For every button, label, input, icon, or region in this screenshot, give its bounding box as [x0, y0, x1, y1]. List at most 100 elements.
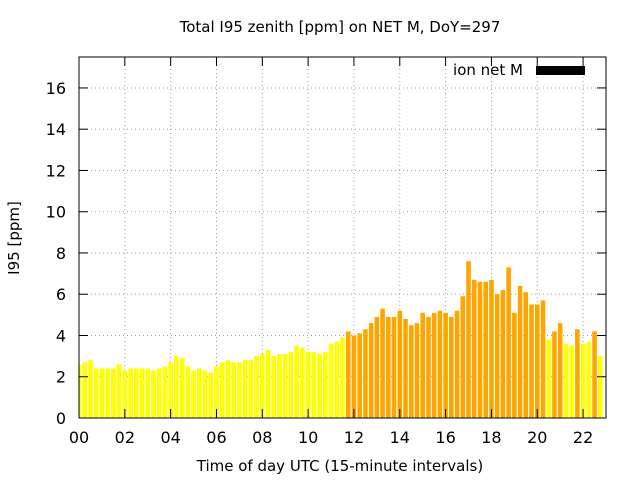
bar	[449, 316, 454, 418]
bar	[546, 339, 552, 418]
bar	[357, 333, 362, 418]
bar	[483, 281, 488, 418]
x-tick-label: 18	[481, 428, 501, 447]
bar	[122, 370, 128, 418]
bar	[191, 370, 196, 418]
bar	[477, 281, 483, 418]
bar	[391, 316, 397, 418]
x-tick-label: 00	[69, 428, 89, 447]
bar	[552, 331, 557, 418]
x-tick-label: 16	[435, 428, 455, 447]
bar	[408, 325, 414, 418]
x-tick-label: 22	[573, 428, 593, 447]
x-tick-label: 12	[344, 428, 364, 447]
bar	[529, 304, 534, 418]
bar	[500, 290, 506, 418]
bar	[282, 354, 288, 418]
bar	[288, 351, 294, 418]
bar	[116, 364, 122, 418]
plot-border	[78, 56, 607, 419]
bar	[202, 370, 208, 418]
bar	[311, 351, 317, 418]
y-tick-label: 8	[56, 244, 66, 263]
bar	[345, 331, 351, 418]
bar	[420, 312, 425, 418]
bar	[128, 368, 133, 418]
bar	[517, 285, 523, 418]
x-tick-label: 08	[252, 428, 272, 447]
bar	[506, 267, 511, 418]
y-axis-title: I95 [ppm]	[5, 201, 23, 275]
bar	[489, 279, 494, 418]
bar	[265, 349, 271, 418]
bar	[174, 356, 179, 418]
bar	[93, 368, 99, 418]
bar	[523, 292, 529, 418]
bar	[569, 345, 574, 418]
bar	[111, 368, 116, 418]
bar	[79, 364, 82, 418]
bar	[294, 345, 299, 418]
bar	[219, 362, 225, 418]
bar	[386, 316, 391, 418]
x-tick-label: 10	[298, 428, 318, 447]
bar	[494, 294, 500, 418]
bar	[105, 368, 110, 418]
bar	[380, 308, 385, 418]
y-tick-label: 2	[56, 368, 66, 387]
bar	[437, 310, 443, 418]
y-tick-label: 6	[56, 285, 66, 304]
x-tick-labels: 00 02 04 06 08 10 12 14 16 18 20 22	[69, 428, 593, 447]
bar	[323, 351, 328, 418]
bar	[426, 316, 431, 418]
x-tick-label: 20	[527, 428, 547, 447]
bar	[586, 341, 592, 418]
bars	[79, 261, 603, 418]
bar	[156, 368, 162, 418]
legend-label: ion net M	[453, 61, 523, 79]
bar	[208, 372, 214, 418]
bar	[512, 312, 517, 418]
y-tick-label: 4	[56, 326, 66, 345]
bar	[82, 362, 88, 418]
bar	[133, 368, 139, 418]
bar	[305, 351, 311, 418]
x-tick-label: 14	[390, 428, 410, 447]
bar	[197, 368, 202, 418]
bar	[225, 360, 231, 418]
bar	[185, 366, 191, 418]
bar	[397, 310, 403, 418]
bar	[300, 347, 305, 418]
bar	[575, 329, 580, 418]
x-tick-label: 02	[115, 428, 135, 447]
legend: ion net M	[453, 61, 585, 79]
bar	[563, 343, 569, 418]
bar	[597, 356, 603, 418]
x-tick-label: 04	[160, 428, 180, 447]
bar	[254, 356, 259, 418]
bar	[145, 368, 151, 418]
bar	[248, 360, 254, 418]
bar	[162, 366, 168, 418]
axis-ticks	[78, 57, 606, 419]
bar	[277, 354, 282, 418]
bar	[151, 370, 156, 418]
bar	[454, 310, 460, 418]
bar	[242, 360, 248, 418]
bar	[317, 354, 322, 418]
bar	[460, 296, 466, 418]
bar	[580, 343, 586, 418]
y-tick-label: 10	[46, 203, 66, 222]
bar	[443, 312, 448, 418]
bar	[340, 337, 345, 418]
legend-swatch	[536, 66, 585, 75]
bar	[414, 323, 420, 418]
y-tick-labels: 0 2 4 6 8 10 12 14 16	[46, 79, 66, 428]
x-tick-label: 06	[206, 428, 226, 447]
y-tick-label: 0	[56, 409, 66, 428]
bar	[592, 331, 597, 418]
y-tick-label: 12	[46, 161, 66, 180]
chart-title: Total I95 zenith [ppm] on NET M, DoY=297	[179, 18, 501, 36]
bar	[403, 318, 408, 418]
bar	[363, 329, 368, 418]
